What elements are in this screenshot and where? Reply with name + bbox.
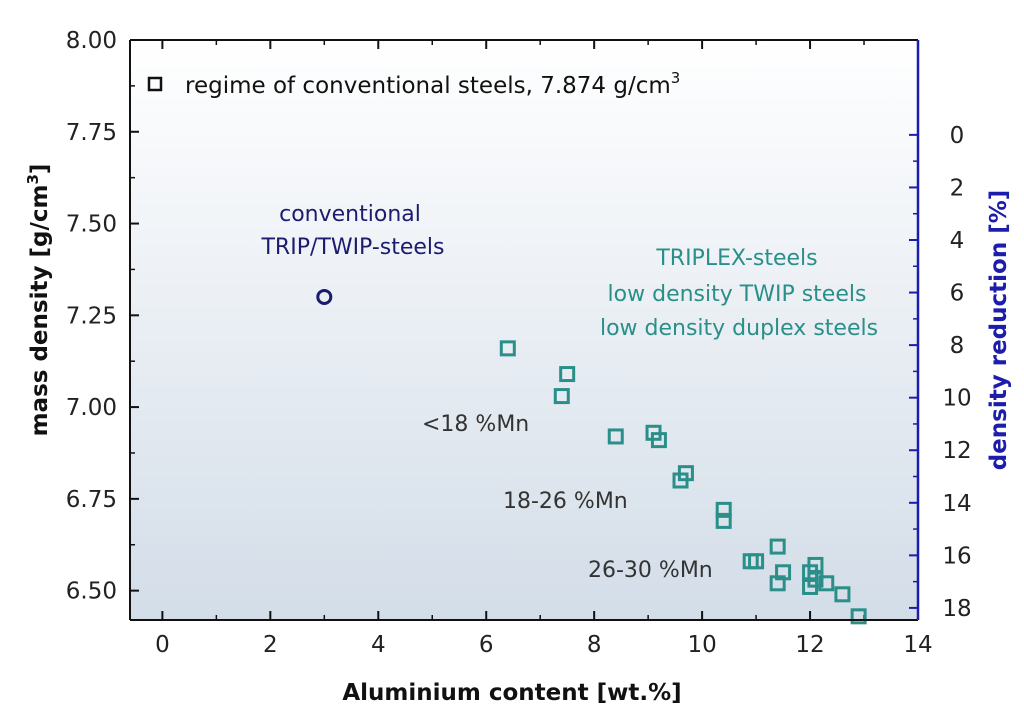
data-point-square xyxy=(553,388,570,405)
annotation-conventional-line1: conventional xyxy=(279,202,421,227)
y2-tick-label: 0 xyxy=(950,123,965,149)
y-tick-label: 8.00 xyxy=(66,28,117,54)
data-point-square xyxy=(818,575,835,592)
data-point-square xyxy=(499,340,516,357)
y2-tick-label: 6 xyxy=(950,281,965,307)
data-point-square xyxy=(559,366,576,383)
data-points xyxy=(316,288,867,625)
y-tick-label: 7.25 xyxy=(66,303,117,329)
x-tick-label: 14 xyxy=(903,632,932,658)
data-point-square xyxy=(834,586,851,603)
y2-tick-label: 12 xyxy=(942,438,971,464)
x-tick-label: 0 xyxy=(155,632,170,658)
data-point-circle xyxy=(316,288,333,305)
y-tick-label: 6.75 xyxy=(66,487,117,513)
y2-tick-label: 8 xyxy=(950,333,965,359)
annotation-triplex-line3: low density duplex steels xyxy=(600,316,878,341)
axis-ticks: 0 2 4 6 8 10 12 14 6.50 6.75 7.00 7.25 7.50 7.75 8.00 0… xyxy=(66,28,972,658)
y2-tick-label: 16 xyxy=(942,543,971,569)
y-tick-label: 7.00 xyxy=(66,395,117,421)
data-point-square xyxy=(769,575,786,592)
y2-tick-label: 14 xyxy=(942,491,971,517)
legend-marker xyxy=(147,76,163,92)
x-tick-label: 2 xyxy=(263,632,278,658)
x-tick-label: 8 xyxy=(587,632,602,658)
data-point-square xyxy=(650,432,667,449)
y-tick-label: 7.50 xyxy=(66,212,117,238)
data-point-square xyxy=(715,512,732,529)
data-point-square xyxy=(715,501,732,518)
x-tick-label: 12 xyxy=(795,632,824,658)
y2-tick-label: 4 xyxy=(950,228,965,254)
x-tick-label: 4 xyxy=(371,632,386,658)
x-tick-label: 6 xyxy=(479,632,494,658)
data-point-square xyxy=(607,428,624,445)
data-point-square xyxy=(748,553,765,570)
annotation-mn-mid: 18-26 %Mn xyxy=(503,489,628,514)
annotation-mn-low: <18 %Mn xyxy=(422,412,529,437)
annotation-mn-high: 26-30 %Mn xyxy=(588,558,713,583)
annotation-triplex-line2: low density TWIP steels xyxy=(608,282,867,307)
y2-tick-label: 2 xyxy=(950,175,965,201)
data-point-square xyxy=(802,578,819,595)
x-axis-title: Aluminium content [wt.%] xyxy=(342,680,681,706)
legend-label: regime of conventional steels, 7.874 g/c… xyxy=(185,69,680,99)
plot-area xyxy=(130,40,918,620)
y2-tick-label: 18 xyxy=(942,596,971,622)
x-tick-label: 10 xyxy=(687,632,716,658)
annotation-triplex-line1: TRIPLEX-steels xyxy=(655,246,817,271)
y-tick-label: 7.75 xyxy=(66,120,117,146)
y-tick-label: 6.50 xyxy=(66,579,117,605)
data-point-square xyxy=(850,608,867,625)
right-axis-title: density reduction [%] xyxy=(986,190,1012,471)
data-point-square xyxy=(672,472,689,489)
y-axis-title: mass density [g/cm3] xyxy=(24,164,53,437)
y2-tick-label: 10 xyxy=(942,386,971,412)
data-point-square xyxy=(769,538,786,555)
annotation-conventional-line2: TRIP/TWIP-steels xyxy=(260,235,444,260)
